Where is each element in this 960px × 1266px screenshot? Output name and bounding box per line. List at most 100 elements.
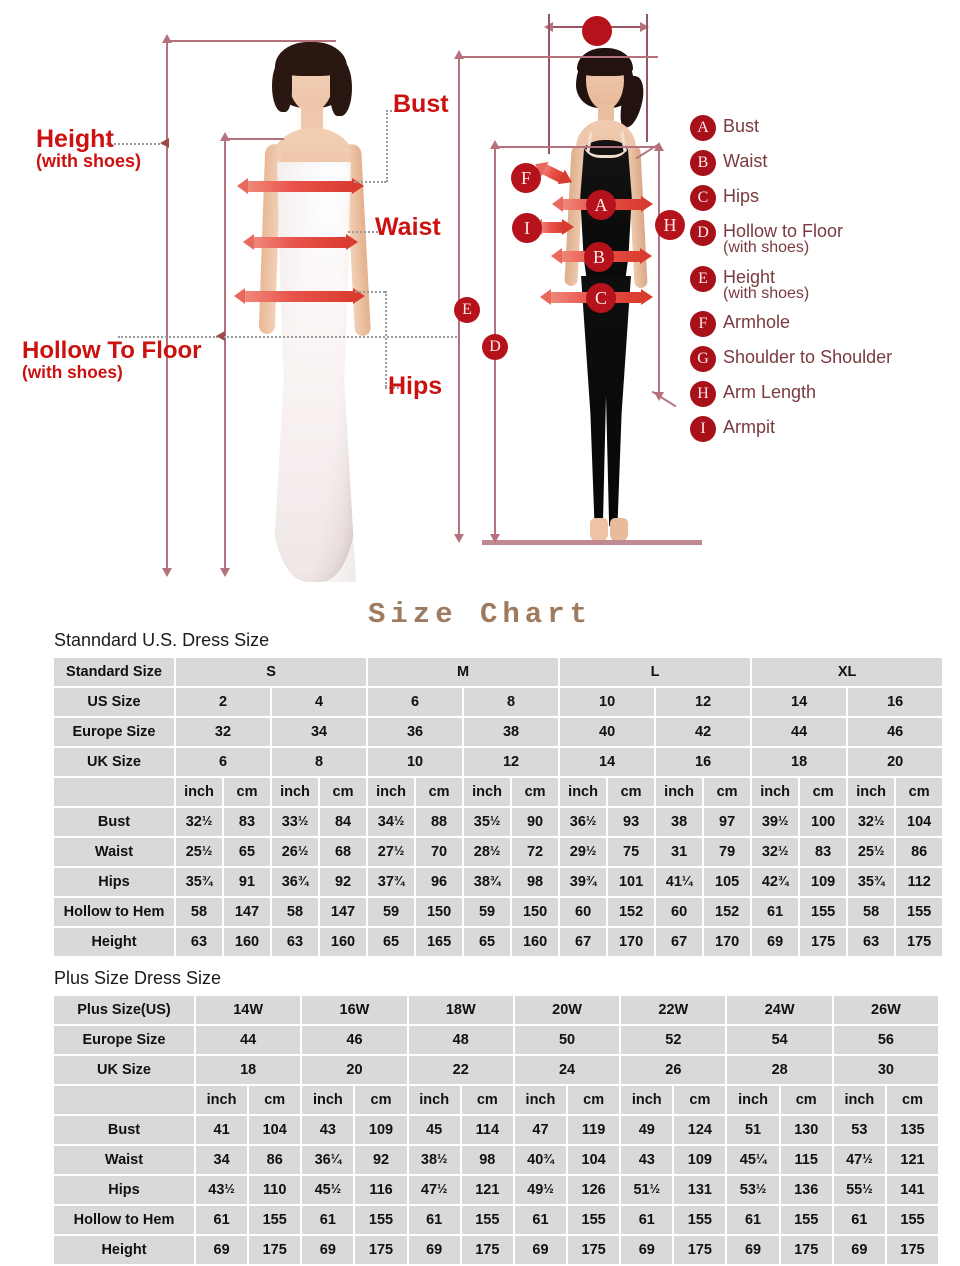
legend-letter: B: [697, 154, 709, 171]
legend-item-waist: B Waist: [690, 150, 952, 176]
legend-label-waist: Waist: [723, 150, 767, 170]
measure-value-cell: 69: [833, 1236, 885, 1264]
row-label-height: Height: [54, 928, 174, 956]
legend-item-arm-length: H Arm Length: [690, 381, 952, 408]
hollow-top-tick: [224, 138, 284, 140]
model-illustration: [482, 48, 702, 582]
size-chart-title: Size Chart: [367, 598, 593, 631]
measure-value-cell: 59: [368, 898, 415, 926]
model-foot-right: [610, 518, 628, 542]
measure-value-cell: 83: [224, 808, 270, 836]
arm-length-arrow-top: [654, 142, 664, 151]
size-value-cell: 32: [176, 718, 270, 746]
unit-header-cm: cm: [704, 778, 751, 806]
measure-value-cell: 150: [416, 898, 463, 926]
measure-value-cell: 38: [656, 808, 703, 836]
measure-value-cell: 39½: [752, 808, 799, 836]
height-rule-arrow-top: [162, 34, 172, 43]
measure-value-cell: 92: [320, 868, 367, 896]
measure-value-cell: 115: [780, 1146, 832, 1174]
measure-value-cell: 58: [848, 898, 895, 926]
size-value-cell: 46: [848, 718, 943, 746]
measure-value-cell: 51½: [621, 1176, 673, 1204]
legend-label-text: Hips: [723, 186, 760, 206]
row-label: US Size: [54, 688, 174, 716]
measure-value-cell: 45: [408, 1116, 460, 1144]
measure-value-cell: 92: [355, 1146, 407, 1174]
bust-leader-v: [386, 110, 388, 182]
measure-value-cell: 25½: [848, 838, 895, 866]
measure-value-cell: 155: [886, 1206, 939, 1234]
hollow-rule-arrow-top: [220, 132, 230, 141]
measure-value-cell: 69: [514, 1236, 567, 1264]
label-waist-main: Waist: [375, 213, 441, 241]
row-label-standard-size: Standard Size: [54, 658, 174, 686]
measure-value-cell: 67: [656, 928, 703, 956]
measure-value-cell: 63: [176, 928, 222, 956]
badge-H: H: [655, 210, 685, 240]
model-hollow-arrow-top: [490, 140, 500, 149]
size-value-cell: 28: [727, 1056, 832, 1084]
unit-header-cm: cm: [461, 1086, 513, 1114]
unit-header-inch: inch: [833, 1086, 885, 1114]
model-bangs: [577, 48, 633, 76]
hips-measure-arrow: [234, 288, 365, 304]
row-label-bust: Bust: [54, 1116, 194, 1144]
legend-item-hips: C Hips: [690, 185, 952, 211]
label-hips: Hips: [388, 373, 442, 399]
hollow-to-floor-rule: [224, 138, 226, 574]
measure-value-cell: 43: [302, 1116, 354, 1144]
measure-value-cell: 58: [272, 898, 318, 926]
row-label-bust: Bust: [54, 808, 174, 836]
table-row: Europe Size 32 34 36 38 40 42 44 46: [54, 718, 943, 746]
measure-value-cell: 65: [224, 838, 270, 866]
table-row: Standard Size S M L XL: [54, 658, 943, 686]
legend-label-text: Height: [723, 266, 776, 287]
measure-value-cell: 42¾: [752, 868, 799, 896]
legend-item-height: E Height (with shoes): [690, 265, 952, 303]
height-leader-arrow: [160, 138, 169, 148]
table-row: UK Size 6 8 10 12 14 16 18 20: [54, 748, 943, 776]
measure-value-cell: 175: [780, 1236, 832, 1264]
measure-value-cell: 65: [368, 928, 415, 956]
measure-value-cell: 49½: [514, 1176, 567, 1204]
height-rule: [166, 40, 168, 574]
measure-value-cell: 170: [704, 928, 751, 956]
measure-value-cell: 43½: [196, 1176, 248, 1204]
measure-value-cell: 152: [608, 898, 655, 926]
size-value-cell: 20: [302, 1056, 407, 1084]
badge-H-letter: H: [663, 215, 677, 235]
dress-model-hair-right: [330, 60, 352, 116]
measure-value-cell: 27½: [368, 838, 415, 866]
badge-D-letter: D: [489, 338, 501, 355]
label-hollow-sub: (with shoes): [22, 362, 123, 383]
measure-value-cell: 98: [512, 868, 559, 896]
plus-size-table: Plus Size(US) 14W 16W 18W 20W 22W 24W 26W Europe…: [52, 994, 940, 1266]
row-label-hips: Hips: [54, 868, 174, 896]
measure-value-cell: 28½: [464, 838, 511, 866]
legend-label-text: Shoulder to Shoulder: [723, 347, 893, 368]
plus-size-cell: 20W: [514, 996, 620, 1024]
shoulder-tick-left: [548, 14, 550, 154]
badge-E-letter: E: [462, 301, 472, 318]
unit-header-inch: inch: [560, 778, 607, 806]
measure-value-cell: 98: [461, 1146, 513, 1174]
measure-value-cell: 175: [249, 1236, 301, 1264]
measure-value-cell: 60: [560, 898, 607, 926]
size-value-cell: 10: [368, 748, 463, 776]
measure-value-cell: 47½: [408, 1176, 460, 1204]
measure-value-cell: 155: [249, 1206, 301, 1234]
size-value-cell: 2: [176, 688, 270, 716]
white-gown: [272, 162, 356, 582]
size-group-cell: S: [176, 658, 367, 686]
arm-length-rule: [658, 148, 660, 398]
measure-value-cell: 135: [886, 1116, 939, 1144]
table-row: Hips 35¾ 91 36¾ 92 37¾ 96 38¾ 98 39¾ 101 41¼ 105 42¾ 1…: [54, 868, 943, 896]
measure-value-cell: 155: [896, 898, 943, 926]
table-row: US Size 2 4 6 8 10 12 14 16: [54, 688, 943, 716]
measure-value-cell: 93: [608, 808, 655, 836]
legend-label-text: Waist: [723, 151, 768, 171]
armpit-arrow: [531, 219, 574, 235]
measure-value-cell: 59: [464, 898, 511, 926]
measure-value-cell: 35¾: [176, 868, 222, 896]
